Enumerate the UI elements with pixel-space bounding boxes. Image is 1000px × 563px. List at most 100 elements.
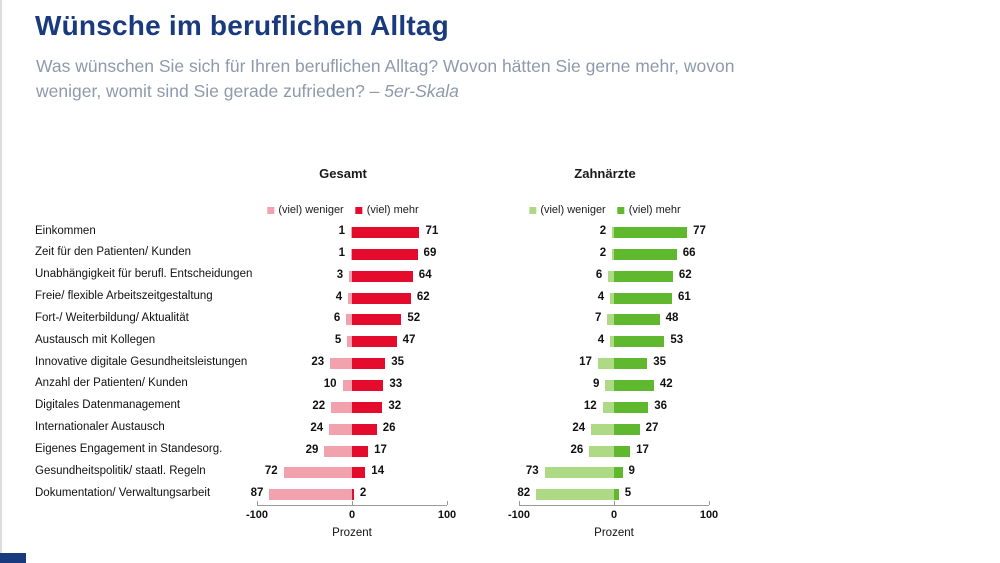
axis-tick-label: 100 xyxy=(699,509,719,521)
subtitle-line-2: weniger, womit sind Sie gerade zufrieden… xyxy=(36,81,385,101)
value-label-mehr: 77 xyxy=(693,225,706,237)
category-label: Austausch mit Kollegen xyxy=(35,333,156,346)
bar-weniger xyxy=(602,401,614,413)
bar-mehr xyxy=(352,292,411,304)
axis-tick xyxy=(709,501,710,505)
footer-accent-block xyxy=(0,553,26,563)
bar-weniger xyxy=(348,292,352,304)
bar-mehr xyxy=(614,423,640,435)
value-label-weniger: 2 xyxy=(599,246,607,259)
bar-weniger xyxy=(597,358,614,370)
bar-mehr xyxy=(352,489,354,501)
value-label-mehr: 53 xyxy=(670,334,684,347)
value-label-weniger: 24 xyxy=(572,421,586,434)
value-label-mehr: 5 xyxy=(624,487,632,500)
bar-mehr xyxy=(352,423,377,435)
bar-mehr xyxy=(614,489,619,501)
value-label-weniger: 6 xyxy=(333,312,341,325)
bar-weniger xyxy=(612,248,614,260)
value-label-mehr: 66 xyxy=(682,246,696,259)
bar-weniger xyxy=(536,489,614,501)
value-label-weniger: 72 xyxy=(264,465,278,478)
value-label-weniger: 3 xyxy=(336,268,344,281)
category-label: Dokumentation/ Verwaltungsarbeit xyxy=(35,486,211,499)
bar-mehr xyxy=(614,358,648,370)
legend-label-mehr: (viel) mehr xyxy=(366,204,419,216)
value-label-weniger: 6 xyxy=(595,268,603,281)
subtitle-line-1: Was wünschen Sie sich für Ihren beruflic… xyxy=(36,56,735,76)
legend-label-weniger: (viel) weniger xyxy=(540,204,606,216)
axis-title: Prozent xyxy=(594,527,634,539)
value-label-weniger: 26 xyxy=(570,443,584,456)
bar-weniger xyxy=(351,227,352,238)
bar-weniger xyxy=(342,379,352,391)
chart-title-zahnaerzte: Zahnärzte xyxy=(574,166,636,181)
category-label: Gesundheitspolitik/ staatl. Regeln xyxy=(35,464,206,477)
category-label: Anzahl der Patienten/ Kunden xyxy=(35,377,188,390)
value-label-mehr: 71 xyxy=(425,225,439,237)
bar-mehr xyxy=(614,401,649,413)
value-label-weniger: 5 xyxy=(334,334,342,347)
axis-tick xyxy=(614,501,615,505)
bar-mehr xyxy=(614,314,660,326)
value-label-mehr: 35 xyxy=(391,356,405,369)
value-label-weniger: 1 xyxy=(338,246,346,259)
legend-item-mehr: (viel) mehr xyxy=(617,204,681,216)
legend-label-weniger: (viel) weniger xyxy=(278,204,344,216)
axis-tick-label: 0 xyxy=(348,509,356,521)
legend-swatch-weniger-icon xyxy=(529,206,537,214)
value-label-mehr: 62 xyxy=(678,268,692,281)
value-label-mehr: 26 xyxy=(382,421,396,434)
value-label-weniger: 9 xyxy=(593,377,600,390)
value-label-weniger: 7 xyxy=(594,312,602,325)
value-label-mehr: 32 xyxy=(388,399,402,412)
value-label-mehr: 61 xyxy=(677,290,691,303)
axis-title: Prozent xyxy=(332,527,372,539)
axis-tick-label: -100 xyxy=(507,509,531,521)
value-label-mehr: 2 xyxy=(359,487,367,500)
category-label: Fort-/ Weiterbildung/ Aktualität xyxy=(35,311,189,324)
bar-mehr xyxy=(614,336,665,348)
bar-weniger xyxy=(331,401,352,413)
category-label: Digitales Datenmanagement xyxy=(35,399,181,412)
value-label-mehr: 14 xyxy=(371,465,385,478)
subtitle-scale-note: 5er-Skala xyxy=(384,81,459,101)
value-label-weniger: 29 xyxy=(305,443,319,456)
bar-mehr xyxy=(352,270,413,282)
bar-weniger xyxy=(610,292,614,304)
value-label-mehr: 47 xyxy=(402,334,416,347)
legend-swatch-mehr-icon xyxy=(617,206,625,214)
bar-weniger xyxy=(610,336,614,348)
bar-weniger xyxy=(329,423,352,435)
bar-weniger xyxy=(607,314,614,326)
page-subtitle: Was wünschen Sie sich für Ihren beruflic… xyxy=(36,54,734,104)
value-label-mehr: 9 xyxy=(628,465,635,478)
category-label: Zeit für den Patienten/ Kunden xyxy=(35,246,191,259)
bar-weniger xyxy=(612,227,614,238)
value-label-weniger: 24 xyxy=(310,421,324,434)
value-label-mehr: 64 xyxy=(418,268,432,281)
bar-weniger xyxy=(589,445,614,457)
value-label-weniger: 87 xyxy=(250,487,264,500)
value-label-weniger: 1 xyxy=(338,225,346,237)
bar-mehr xyxy=(614,292,672,304)
value-label-weniger: 4 xyxy=(597,334,605,347)
bar-weniger xyxy=(283,467,352,479)
bar-mehr xyxy=(614,379,654,391)
value-label-weniger: 17 xyxy=(579,356,592,369)
value-label-weniger: 10 xyxy=(323,377,337,390)
bar-mehr xyxy=(352,379,384,391)
value-label-weniger: 23 xyxy=(311,356,325,369)
bar-mehr xyxy=(352,336,397,348)
bar-weniger xyxy=(347,336,352,348)
bar-mehr xyxy=(352,358,386,370)
value-label-weniger: 82 xyxy=(517,487,531,500)
value-label-mehr: 69 xyxy=(423,246,437,259)
bar-weniger xyxy=(608,270,614,282)
category-label: Unabhängigkeit für berufl. Entscheidunge… xyxy=(35,268,253,281)
legend-swatch-mehr-icon xyxy=(355,206,363,214)
legend-item-mehr: (viel) mehr xyxy=(355,204,419,216)
value-label-weniger: 2 xyxy=(599,225,607,237)
value-label-mehr: 27 xyxy=(645,421,659,434)
